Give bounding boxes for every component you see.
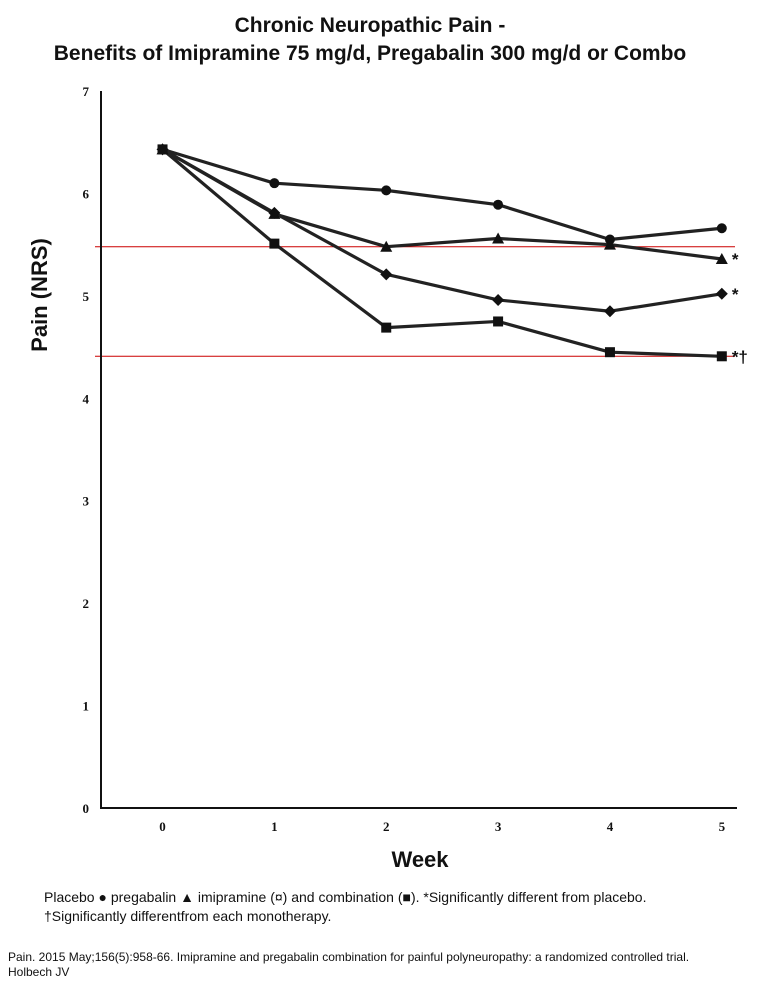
caption-line-2: †Significantly differentfrom each monoth… (44, 908, 332, 924)
significance-mark: * (732, 285, 739, 304)
data-point-triangle (492, 232, 505, 244)
series-markers (156, 143, 728, 362)
chart-title: Chronic Neuropathic Pain - (234, 14, 506, 37)
significance-annotations: * * *† (732, 250, 748, 366)
data-point-diamond (380, 268, 393, 281)
data-point-circle (716, 223, 727, 234)
data-point-triangle (715, 252, 728, 264)
data-point-square (381, 322, 392, 333)
data-point-triangle (380, 240, 393, 252)
x-tick-label: 4 (607, 819, 614, 834)
series-line-diamond (161, 147, 723, 313)
chart-subtitle: Benefits of Imipramine 75 mg/d, Pregabal… (53, 42, 687, 65)
x-tick-label: 3 (495, 819, 502, 834)
legend-caption: Placebo ● pregabalin ▲ imipramine (¤) an… (44, 888, 764, 926)
line-chart: 0 1 2 3 4 5 6 7 0 1 2 3 4 5 * * *† Pain (NRS) Week (27, 84, 748, 872)
citation-line-2: Holbech JV (8, 965, 70, 979)
y-axis-label: Pain (NRS) (27, 238, 52, 352)
data-point-diamond (603, 305, 616, 318)
citation-line-1: Pain. 2015 May;156(5):958-66. Imipramine… (8, 950, 690, 964)
data-point-square (604, 347, 615, 358)
series-lines (161, 147, 723, 358)
citation: Pain. 2015 May;156(5):958-66. Imipramine… (8, 950, 778, 980)
x-tick-label: 0 (159, 819, 166, 834)
y-tick-labels: 0 1 2 3 4 5 6 7 (83, 84, 90, 816)
y-tick-label: 2 (83, 596, 90, 611)
significance-mark: * (732, 250, 739, 269)
x-tick-label: 5 (719, 819, 726, 834)
reference-lines (95, 246, 735, 357)
y-tick-label: 1 (83, 699, 90, 714)
data-point-circle (381, 185, 392, 196)
data-point-diamond (715, 287, 728, 300)
data-point-circle (269, 178, 280, 189)
y-tick-label: 3 (83, 494, 90, 509)
series-line-circle (162, 147, 722, 242)
y-tick-label: 5 (83, 289, 90, 304)
y-tick-label: 6 (83, 186, 90, 201)
series-line-triangle (161, 147, 723, 261)
x-axis-label: Week (391, 847, 449, 872)
chart-axes (100, 91, 737, 809)
data-point-diamond (492, 293, 505, 306)
x-tick-labels: 0 1 2 3 4 5 (159, 819, 725, 834)
series-line-square (161, 148, 722, 358)
data-point-square (157, 144, 168, 155)
significance-mark: *† (732, 347, 748, 366)
y-tick-label: 7 (83, 84, 90, 99)
y-tick-label: 0 (83, 801, 90, 816)
data-point-diamond (268, 206, 281, 219)
caption-line-1: Placebo ● pregabalin ▲ imipramine (¤) an… (44, 889, 647, 905)
data-point-square (716, 351, 727, 362)
y-tick-label: 4 (83, 391, 90, 406)
x-tick-label: 1 (271, 819, 278, 834)
data-point-triangle (603, 238, 616, 250)
data-point-square (493, 316, 504, 327)
data-point-circle (493, 199, 504, 210)
x-tick-label: 2 (383, 819, 390, 834)
data-point-square (269, 238, 280, 249)
